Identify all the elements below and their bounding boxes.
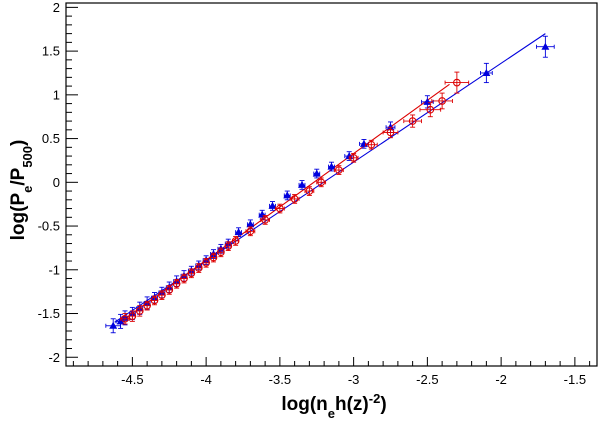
data-point [283,190,292,201]
data-point [105,318,122,334]
data-point [143,300,151,311]
x-tick-label: -2 [495,372,507,387]
data-points [105,35,555,334]
data-point [304,186,315,196]
data-point [158,290,166,300]
data-point [150,295,159,306]
data-point [202,257,210,268]
y-tick-label: -1 [48,262,60,277]
data-point [480,62,493,84]
y-tick-label: -1.5 [38,306,60,321]
data-point [334,165,344,175]
x-tick-label: -1.5 [564,372,586,387]
data-point [194,263,203,273]
data-point [224,241,233,251]
data-point [403,114,422,128]
x-tick-label: -4.5 [121,372,143,387]
data-point [444,71,470,94]
data-point [120,313,130,325]
y-tick-label: 2 [53,0,60,15]
data-point [536,35,555,58]
data-point [316,177,327,188]
data-point [289,194,300,204]
data-point [348,152,359,163]
x-tick-label: -3 [348,372,360,387]
data-point [364,139,378,150]
data-point [382,126,399,139]
data-point [165,285,174,295]
data-point [234,227,243,237]
data-point [217,247,225,258]
series-0 [105,35,555,334]
x-axis: -4.5 -4 -3.5 -3 -2.5 -2 -1.5 [72,357,591,387]
data-point [359,139,369,149]
data-point [209,252,218,263]
data-point [245,226,256,237]
y-axis-title: log(Pe/P500) [8,140,35,241]
data-point [180,273,188,284]
data-point [172,278,181,289]
y-tick-label: -0.5 [38,219,60,234]
plot-frame [65,2,598,367]
x-axis-title: log(neh(z)-2) [281,391,386,421]
data-point [312,168,321,179]
y-tick-label: 1 [53,87,60,102]
data-point [260,215,270,225]
data-point [298,180,306,190]
y-axis: -2 -1.5 -1 -0.5 0 0.5 1 1.5 2 [38,0,78,367]
data-point [135,305,144,317]
y-tick-label: 1.5 [42,44,60,59]
y-tick-label: 0.5 [42,131,60,146]
series-1 [120,71,470,325]
y-tick-label: -2 [48,350,60,365]
x-tick-label: -2.5 [416,372,438,387]
data-point [275,203,285,214]
data-point [128,310,137,322]
data-point [327,161,336,172]
data-point [187,268,196,279]
x-tick-label: -4 [200,372,212,387]
data-point [231,236,240,246]
x-tick-label: -3.5 [269,372,291,387]
y-tick-label: 0 [53,175,60,190]
data-point [419,102,442,118]
data-point [431,92,453,110]
